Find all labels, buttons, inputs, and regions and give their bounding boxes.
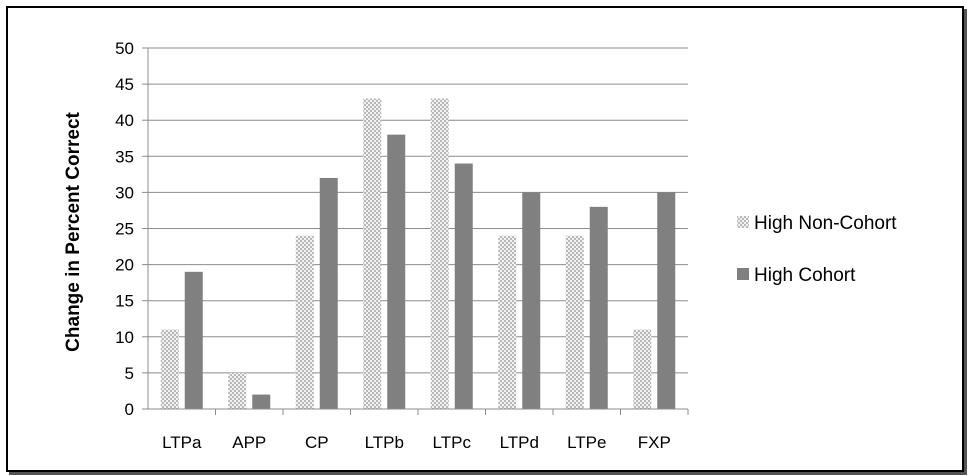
y-tick-label: 10 [115, 328, 134, 347]
bar-high-cohort-ltpd [522, 192, 541, 409]
bar-high-cohort-ltpb [387, 134, 406, 409]
x-tick-label: LTPd [500, 433, 539, 452]
bar-high-non-cohort-ltpb [363, 98, 382, 409]
bar-high-cohort-fxp [657, 192, 676, 409]
axes: 0 5 10 15 20 25 30 35 40 45 50 LTPa APP CP LTPb LTPc LTP… [115, 39, 689, 452]
bar-high-cohort-ltpe [589, 206, 608, 409]
x-tick-label: LTPe [567, 433, 606, 452]
y-tick-label: 5 [125, 364, 134, 383]
x-tick-label: CP [305, 433, 329, 452]
bar-high-non-cohort-ltpd [498, 235, 517, 409]
y-tick-label: 15 [115, 292, 134, 311]
legend-label: High Cohort [754, 265, 856, 286]
y-tick-label: 20 [115, 256, 134, 275]
bar-high-non-cohort-app [228, 372, 247, 409]
bars [160, 98, 676, 409]
y-tick-label: 50 [115, 39, 134, 58]
bar-high-cohort-app [252, 394, 271, 409]
bar-high-cohort-cp [319, 177, 338, 409]
bar-high-non-cohort-ltpe [565, 235, 584, 409]
x-tick-label: LTPa [162, 433, 202, 452]
x-tick-label: LTPb [365, 433, 404, 452]
x-tick-label: LTPc [433, 433, 472, 452]
x-tick-label: FXP [638, 433, 671, 452]
legend-swatch [737, 216, 749, 228]
y-tick-label: 30 [115, 183, 134, 202]
bar-high-non-cohort-ltpc [430, 98, 449, 409]
y-tick-label: 40 [115, 111, 134, 130]
y-axis-title: Change in Percent Correct [63, 111, 84, 351]
legend: High Non-Cohort High Cohort [737, 213, 897, 286]
bar-high-non-cohort-ltpa [160, 329, 179, 409]
bar-high-non-cohort-cp [295, 235, 314, 409]
legend-swatch [737, 268, 749, 280]
x-tick-label: APP [232, 433, 266, 452]
y-tick-label: 45 [115, 75, 134, 94]
y-tick-label: 35 [115, 147, 134, 166]
y-tick-label: 25 [115, 220, 134, 239]
bar-high-cohort-ltpa [184, 271, 203, 409]
y-tick-label: 0 [125, 400, 134, 419]
bar-high-cohort-ltpc [454, 163, 473, 409]
legend-label: High Non-Cohort [754, 213, 897, 234]
bar-high-non-cohort-fxp [633, 329, 652, 409]
